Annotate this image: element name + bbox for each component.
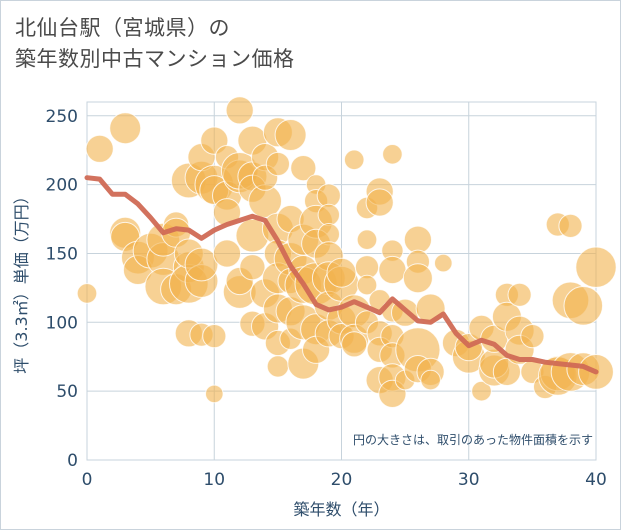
data-bubble — [382, 144, 403, 165]
y-tick-label: 0 — [67, 451, 78, 471]
y-tick-label: 50 — [56, 382, 78, 402]
data-bubble — [85, 134, 114, 163]
x-tick-label: 30 — [458, 470, 480, 490]
data-bubble — [290, 155, 317, 182]
data-bubble — [202, 324, 227, 349]
y-tick-label: 250 — [46, 107, 78, 127]
data-bubble — [471, 380, 492, 402]
x-axis-ticks: 0 10 20 30 40 — [82, 470, 607, 490]
data-bubble — [239, 254, 266, 281]
data-bubble — [184, 247, 219, 282]
data-bubble — [420, 369, 441, 391]
chart-title: 北仙台駅（宮城県）の 築年数別中古マンション価格 — [15, 13, 295, 75]
x-tick-label: 10 — [203, 470, 225, 490]
data-bubble — [326, 257, 357, 288]
data-bubble — [558, 213, 583, 238]
data-bubble — [266, 355, 290, 378]
y-axis-label: 坪（3.3㎡）単価（万円） — [12, 188, 31, 373]
chart-title-line2: 築年数別中古マンション価格 — [15, 47, 295, 71]
data-bubble — [507, 282, 532, 307]
x-tick-label: 40 — [585, 470, 607, 490]
data-bubble — [76, 283, 98, 304]
data-bubble — [341, 331, 368, 358]
bubble-layer — [76, 96, 617, 408]
data-bubble — [434, 253, 453, 273]
x-tick-label: 0 — [82, 470, 93, 490]
chart-title-line1: 北仙台駅（宮城県）の — [15, 16, 230, 40]
y-tick-label: 150 — [46, 244, 78, 264]
y-tick-label: 200 — [46, 176, 78, 196]
data-bubble — [378, 255, 407, 285]
size-annotation: 円の大きさは、取引のあった物件面積を示す — [353, 432, 593, 447]
data-bubble — [212, 239, 242, 268]
data-bubble — [356, 274, 378, 296]
data-bubble — [343, 149, 365, 171]
x-axis-label: 築年数（年） — [293, 500, 389, 519]
data-bubble — [563, 286, 604, 326]
data-bubble — [205, 384, 224, 404]
data-bubble — [520, 324, 545, 349]
data-bubble — [403, 225, 432, 254]
data-bubble — [225, 96, 254, 125]
x-tick-label: 20 — [331, 470, 353, 490]
data-bubble — [402, 263, 433, 294]
data-bubble — [109, 112, 142, 145]
data-bubble — [265, 151, 290, 177]
data-bubble — [356, 229, 378, 250]
y-axis-ticks: 0 50 100 150 200 250 — [46, 107, 78, 471]
y-tick-label: 100 — [46, 313, 78, 333]
data-bubble — [365, 188, 394, 217]
data-bubble — [274, 119, 307, 151]
trend-line — [84, 175, 599, 375]
data-bubble — [575, 246, 617, 288]
data-bubble — [317, 203, 340, 227]
